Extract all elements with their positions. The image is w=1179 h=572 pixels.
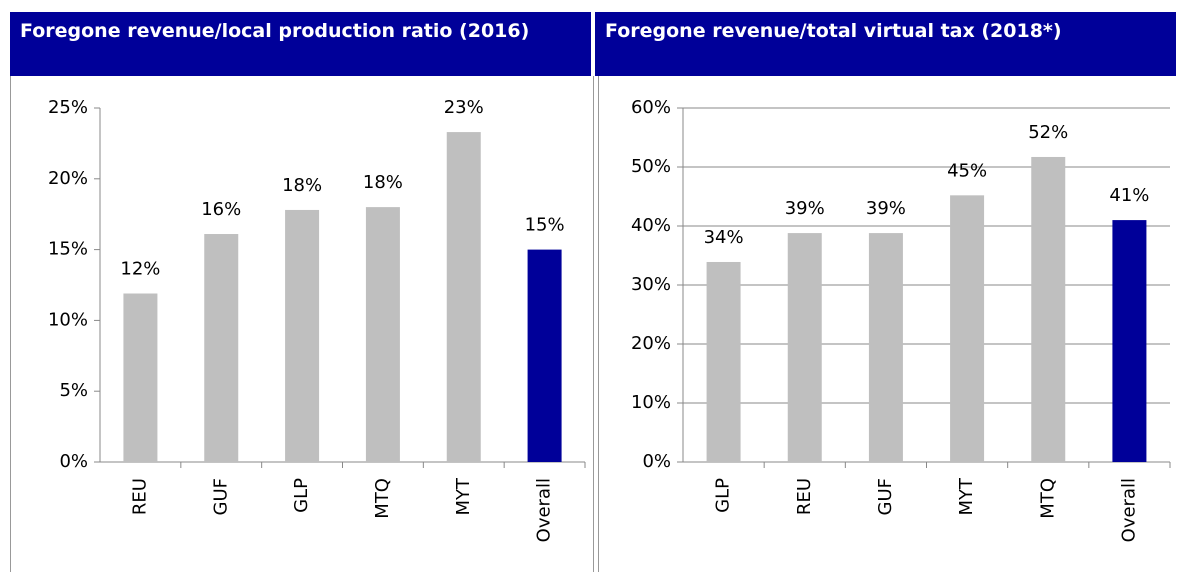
y-tick-label: 15%	[48, 239, 88, 260]
x-tick-label: REU	[794, 478, 815, 515]
bar	[204, 234, 239, 462]
y-tick-label: 10%	[631, 392, 671, 413]
x-tick-label: MTQ	[1037, 478, 1058, 519]
bar	[868, 233, 903, 462]
chart-title: Foregone revenue/total virtual tax (2018…	[595, 12, 1176, 76]
bar	[787, 233, 822, 462]
y-tick-label: 60%	[631, 97, 671, 118]
bar	[446, 132, 481, 462]
x-tick-label: GUF	[875, 478, 896, 515]
value-label: 12%	[120, 258, 160, 279]
y-tick-label: 0%	[642, 451, 671, 472]
x-tick-label: GLP	[291, 478, 312, 513]
x-tick-label: MTQ	[372, 478, 393, 519]
bar	[527, 249, 562, 462]
y-tick-label: 30%	[631, 274, 671, 295]
y-tick-label: 20%	[48, 168, 88, 189]
value-label: 18%	[282, 175, 322, 196]
y-tick-label: 0%	[59, 451, 88, 472]
value-label: 52%	[1028, 122, 1068, 143]
bar	[1112, 220, 1147, 462]
chart-title: Foregone revenue/local production ratio …	[10, 12, 591, 76]
bar	[706, 261, 741, 462]
value-label: 23%	[444, 97, 484, 118]
bar	[1031, 156, 1066, 462]
value-label: 39%	[866, 198, 906, 219]
y-tick-label: 5%	[59, 380, 88, 401]
bar	[285, 209, 320, 462]
y-tick-label: 50%	[631, 156, 671, 177]
value-label: 34%	[704, 227, 744, 248]
y-tick-label: 25%	[48, 97, 88, 118]
x-tick-label: MYT	[453, 477, 474, 516]
x-tick-label: GUF	[210, 478, 231, 515]
x-tick-label: GLP	[713, 478, 734, 513]
bar	[365, 207, 400, 462]
value-label: 39%	[785, 198, 825, 219]
value-label: 18%	[363, 172, 403, 193]
value-label: 41%	[1109, 185, 1149, 206]
x-tick-label: Overall	[534, 478, 555, 542]
bar	[950, 195, 985, 462]
y-tick-label: 40%	[631, 215, 671, 236]
value-label: 16%	[201, 199, 241, 220]
x-tick-label: REU	[129, 478, 150, 515]
bar	[123, 293, 158, 462]
y-tick-label: 20%	[631, 333, 671, 354]
x-tick-label: Overall	[1118, 478, 1139, 542]
value-label: 15%	[525, 215, 565, 236]
x-tick-label: MYT	[956, 477, 977, 516]
y-tick-label: 10%	[48, 309, 88, 330]
value-label: 45%	[947, 160, 987, 181]
